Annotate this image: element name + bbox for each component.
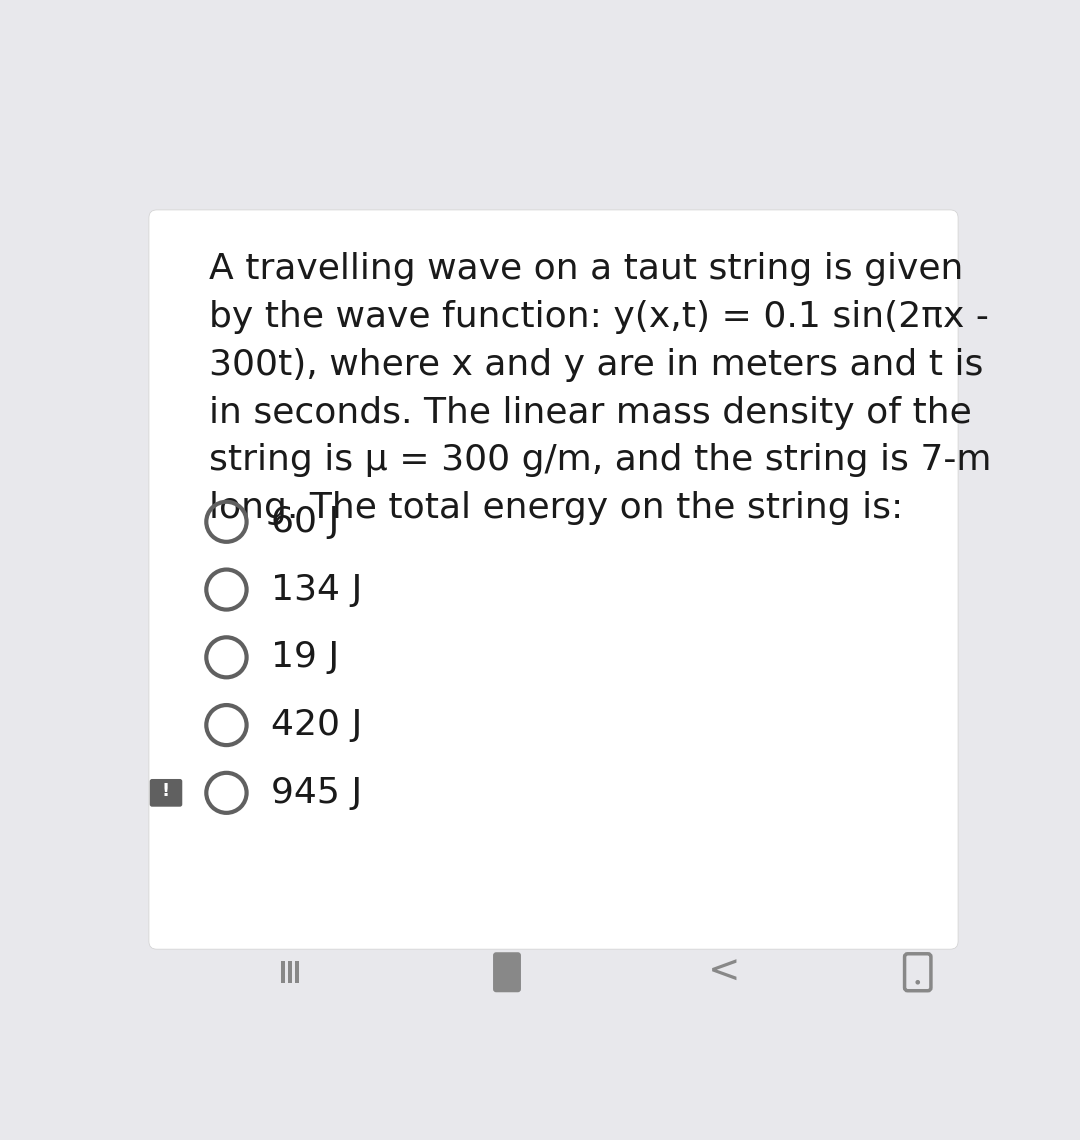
Text: 300t), where x and y are in meters and t is: 300t), where x and y are in meters and t… xyxy=(208,348,983,382)
Text: 19 J: 19 J xyxy=(271,641,339,675)
FancyBboxPatch shape xyxy=(282,961,284,983)
Text: long. The total energy on the string is:: long. The total energy on the string is: xyxy=(208,491,903,526)
FancyBboxPatch shape xyxy=(296,961,298,983)
Text: string is μ = 300 g/m, and the string is 7-m: string is μ = 300 g/m, and the string is… xyxy=(208,443,991,478)
Text: in seconds. The linear mass density of the: in seconds. The linear mass density of t… xyxy=(208,396,971,430)
FancyBboxPatch shape xyxy=(149,210,958,950)
FancyBboxPatch shape xyxy=(288,961,292,983)
FancyBboxPatch shape xyxy=(494,952,521,992)
Text: 945 J: 945 J xyxy=(271,776,362,809)
Text: A travelling wave on a taut string is given: A travelling wave on a taut string is gi… xyxy=(208,252,963,286)
Text: 420 J: 420 J xyxy=(271,708,362,742)
Circle shape xyxy=(916,980,920,985)
Text: <: < xyxy=(707,953,740,992)
Text: !: ! xyxy=(162,782,170,800)
Text: by the wave function: y(x,t) = 0.1 sin(2πx -: by the wave function: y(x,t) = 0.1 sin(2… xyxy=(208,300,988,334)
Text: 60 J: 60 J xyxy=(271,505,339,539)
Text: 134 J: 134 J xyxy=(271,572,362,606)
FancyBboxPatch shape xyxy=(150,779,183,807)
